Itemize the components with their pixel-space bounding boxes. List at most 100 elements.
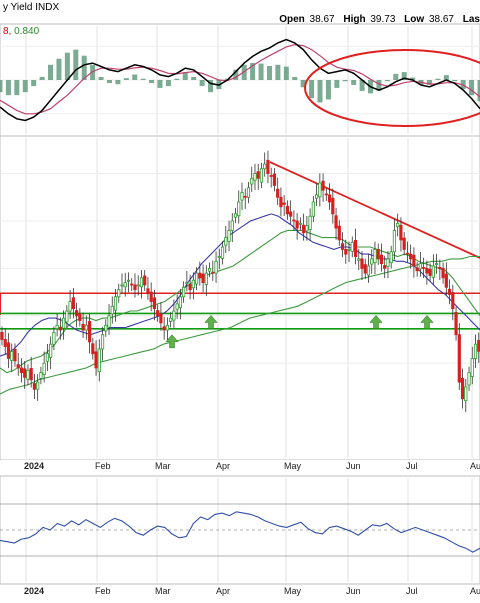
x-tick-label: Jun <box>346 586 361 596</box>
macd-legend-b: 0.840 <box>14 26 39 37</box>
candle-body <box>72 298 74 309</box>
candle-body <box>114 297 116 310</box>
candle-body <box>445 274 447 287</box>
x-tick-label: Jul <box>406 586 418 596</box>
candle-body <box>432 266 434 277</box>
macd-histogram-bar <box>115 80 120 84</box>
candle-body <box>189 284 191 289</box>
candle-body <box>416 268 418 271</box>
candle-body <box>461 378 463 398</box>
candle-body <box>59 327 61 330</box>
candle-body <box>14 349 16 360</box>
candle-body <box>228 230 230 241</box>
candle-body <box>144 276 146 285</box>
x-tick-label: Jun <box>346 461 361 471</box>
macd-histogram-bar <box>452 80 457 81</box>
macd-histogram-bar <box>124 78 129 80</box>
macd-legend-a: 8, <box>3 26 11 37</box>
candle-body <box>7 343 9 359</box>
candle-body <box>465 387 467 401</box>
x-tick-label: May <box>284 461 302 471</box>
candle-body <box>17 365 19 368</box>
candle-body <box>335 216 337 228</box>
candle-body <box>205 273 207 284</box>
candle-body <box>299 223 301 224</box>
candle-body <box>419 264 421 269</box>
candle-body <box>221 247 223 258</box>
macd-legend: 8, 0.840 <box>3 26 39 37</box>
candle-body <box>79 314 81 321</box>
candle-body <box>69 302 71 311</box>
candle-body <box>173 311 175 320</box>
macd-histogram-bar <box>14 80 19 95</box>
candle-body <box>273 174 275 185</box>
x-tick-label: 2024 <box>24 586 44 596</box>
candle-body <box>192 280 194 288</box>
candle-body <box>66 311 68 322</box>
candle-body <box>374 249 376 262</box>
candle-body <box>225 238 227 246</box>
candle-body <box>218 257 220 258</box>
candle-body <box>260 169 262 182</box>
candle-body <box>296 221 298 228</box>
candle-body <box>215 261 217 273</box>
x-tick-label: May <box>284 586 302 596</box>
x-tick-label: Aug <box>470 586 480 596</box>
x-tick-label: Mar <box>155 461 171 471</box>
candle-body <box>474 344 476 358</box>
macd-histogram-bar <box>73 50 78 80</box>
candle-body <box>24 369 26 378</box>
x-tick-label: Jul <box>406 461 418 471</box>
macd-histogram-bar <box>309 80 314 98</box>
candle-body <box>238 202 240 216</box>
candle-body <box>267 160 269 173</box>
macd-histogram-bar <box>292 77 297 80</box>
candle-body <box>241 193 243 201</box>
candle-body <box>312 202 314 216</box>
macd-histogram-bar <box>267 66 272 80</box>
candle-body <box>98 349 100 372</box>
candle-body <box>85 325 87 330</box>
candle-body <box>27 370 29 379</box>
candle-body <box>309 216 311 229</box>
candle-body <box>244 196 246 197</box>
candle-body <box>49 344 51 357</box>
candle-body <box>422 267 424 268</box>
macd-histogram-bar <box>351 80 356 85</box>
candle-body <box>367 266 369 275</box>
macd-histogram-bar <box>6 80 11 95</box>
candle-body <box>426 268 428 273</box>
candle-body <box>33 384 35 390</box>
candle-body <box>62 318 64 328</box>
candle-body <box>20 368 22 373</box>
x-tick-label: Feb <box>95 461 111 471</box>
candle-body <box>387 259 389 267</box>
candle-body <box>351 242 353 251</box>
candle-body <box>455 312 457 334</box>
candle-body <box>400 225 402 240</box>
candle-body <box>92 344 94 354</box>
candle-body <box>448 289 450 294</box>
candle-body <box>458 335 460 382</box>
candle-body <box>182 287 184 296</box>
candle-body <box>364 265 366 274</box>
candle-body <box>137 285 139 286</box>
candle-body <box>82 324 84 330</box>
candle-body <box>276 189 278 197</box>
candle-body <box>43 363 45 374</box>
candle-body <box>11 351 13 360</box>
candle-body <box>118 290 120 297</box>
candle-body <box>156 311 158 316</box>
candle-body <box>302 225 304 233</box>
macd-histogram-bar <box>166 80 171 86</box>
candle-body <box>199 273 201 278</box>
candle-body <box>186 283 188 284</box>
x-tick-label: Apr <box>216 586 230 596</box>
candle-body <box>270 175 272 176</box>
candle-body <box>315 195 317 198</box>
candle-body <box>289 212 291 216</box>
macd-histogram-bar <box>48 65 53 80</box>
candle-body <box>325 194 327 195</box>
open-value: 38.67 <box>310 14 335 25</box>
